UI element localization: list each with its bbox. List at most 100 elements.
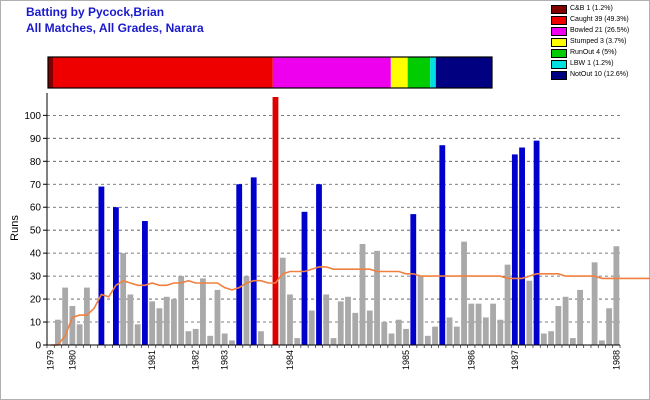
innings-bar bbox=[381, 322, 388, 345]
innings-bar bbox=[200, 278, 206, 345]
dismissal-bar-outline bbox=[47, 56, 493, 89]
y-tick-label: 10 bbox=[30, 318, 42, 329]
legend-label: LBW 1 (1.2%) bbox=[570, 60, 614, 67]
legend-swatch bbox=[551, 71, 567, 80]
year-label: 1979 bbox=[46, 350, 56, 370]
innings-bar bbox=[497, 319, 504, 345]
innings-bar bbox=[207, 335, 214, 345]
innings-bar bbox=[482, 317, 489, 345]
innings-bar bbox=[569, 338, 576, 345]
innings-bar bbox=[330, 338, 337, 345]
y-tick-label: 20 bbox=[30, 295, 42, 306]
innings-bar bbox=[113, 207, 119, 345]
year-label: 1983 bbox=[220, 350, 230, 370]
y-tick-label: 50 bbox=[30, 226, 42, 237]
innings-bar bbox=[591, 262, 598, 345]
legend-label: C&B 1 (1.2%) bbox=[570, 5, 613, 12]
innings-bar bbox=[475, 303, 482, 345]
innings-bar bbox=[279, 257, 286, 345]
innings-bar bbox=[490, 303, 496, 345]
innings-bar bbox=[301, 211, 308, 345]
innings-bar bbox=[178, 276, 185, 345]
innings-bar bbox=[410, 214, 417, 345]
innings-bar bbox=[134, 324, 141, 345]
innings-bar bbox=[272, 97, 279, 345]
innings-bar bbox=[598, 340, 605, 345]
legend-swatch bbox=[551, 60, 567, 69]
innings-bar bbox=[243, 276, 250, 345]
innings-bar bbox=[214, 289, 221, 345]
dismissal-segment bbox=[430, 57, 436, 88]
legend-label: RunOut 4 (5%) bbox=[570, 49, 617, 56]
dismissal-segment bbox=[48, 57, 54, 88]
innings-bar bbox=[562, 296, 569, 345]
innings-bar bbox=[120, 253, 127, 345]
innings-bar bbox=[163, 296, 170, 345]
innings-bar bbox=[62, 287, 69, 345]
innings-bar bbox=[526, 280, 533, 345]
legend-swatch bbox=[551, 49, 567, 58]
innings-bar bbox=[236, 184, 243, 345]
innings-bar bbox=[127, 294, 134, 345]
innings-bar bbox=[548, 331, 554, 345]
innings-bar bbox=[156, 308, 163, 345]
legend-swatch bbox=[551, 38, 567, 47]
innings-bar bbox=[504, 264, 511, 345]
innings-bar bbox=[540, 333, 547, 345]
innings-bar bbox=[555, 305, 562, 345]
innings-bar bbox=[69, 305, 76, 345]
innings-bar bbox=[533, 140, 540, 345]
innings-bar bbox=[461, 241, 467, 345]
year-label: 1988 bbox=[611, 350, 621, 370]
innings-bar bbox=[388, 333, 395, 345]
legend-label: Stumped 3 (3.7%) bbox=[570, 38, 627, 45]
innings-bar bbox=[76, 324, 83, 345]
innings-bar bbox=[519, 147, 525, 345]
year-label: 1984 bbox=[285, 350, 295, 370]
innings-bar bbox=[453, 326, 460, 345]
y-tick-label: 70 bbox=[30, 180, 42, 191]
legend-label: Caught 39 (49.3%) bbox=[570, 16, 629, 23]
innings-bar bbox=[250, 177, 257, 345]
innings-bar bbox=[98, 186, 105, 345]
innings-bar bbox=[468, 303, 475, 345]
dismissal-segment bbox=[272, 57, 391, 88]
innings-bar bbox=[432, 326, 438, 345]
y-tick-label: 60 bbox=[30, 203, 42, 214]
innings-bar bbox=[606, 308, 613, 345]
innings-bar bbox=[308, 310, 315, 345]
innings-bar bbox=[577, 289, 584, 345]
innings-bar bbox=[316, 184, 322, 345]
legend-swatch bbox=[551, 5, 567, 14]
innings-bar bbox=[395, 319, 402, 345]
year-label: 1986 bbox=[466, 350, 476, 370]
year-label: 1981 bbox=[147, 350, 157, 370]
year-label: 1982 bbox=[191, 350, 201, 370]
innings-bar bbox=[258, 331, 264, 345]
innings-bar bbox=[417, 276, 424, 345]
innings-bar bbox=[403, 328, 409, 345]
innings-bar bbox=[613, 246, 620, 345]
dismissal-segment bbox=[390, 57, 408, 88]
dismissal-segment bbox=[407, 57, 431, 88]
innings-bar bbox=[352, 312, 359, 345]
innings-bar bbox=[424, 335, 431, 345]
innings-bar bbox=[359, 243, 366, 345]
innings-bar bbox=[345, 296, 351, 345]
innings-bar bbox=[229, 340, 235, 345]
legend-swatch bbox=[551, 27, 567, 36]
innings-bar bbox=[83, 287, 90, 345]
innings-bar bbox=[511, 154, 518, 345]
year-label: 1987 bbox=[510, 350, 520, 370]
average-line bbox=[50, 266, 650, 346]
innings-bar bbox=[366, 310, 373, 345]
y-tick-label: 80 bbox=[30, 157, 42, 168]
innings-bar bbox=[374, 250, 380, 345]
chart-title: Batting by Pycock,Brian bbox=[26, 5, 165, 19]
innings-bar bbox=[337, 301, 344, 345]
dismissal-segment bbox=[435, 57, 492, 88]
innings-bar bbox=[192, 328, 199, 345]
innings-bar bbox=[149, 301, 156, 345]
innings-bar bbox=[446, 317, 453, 345]
